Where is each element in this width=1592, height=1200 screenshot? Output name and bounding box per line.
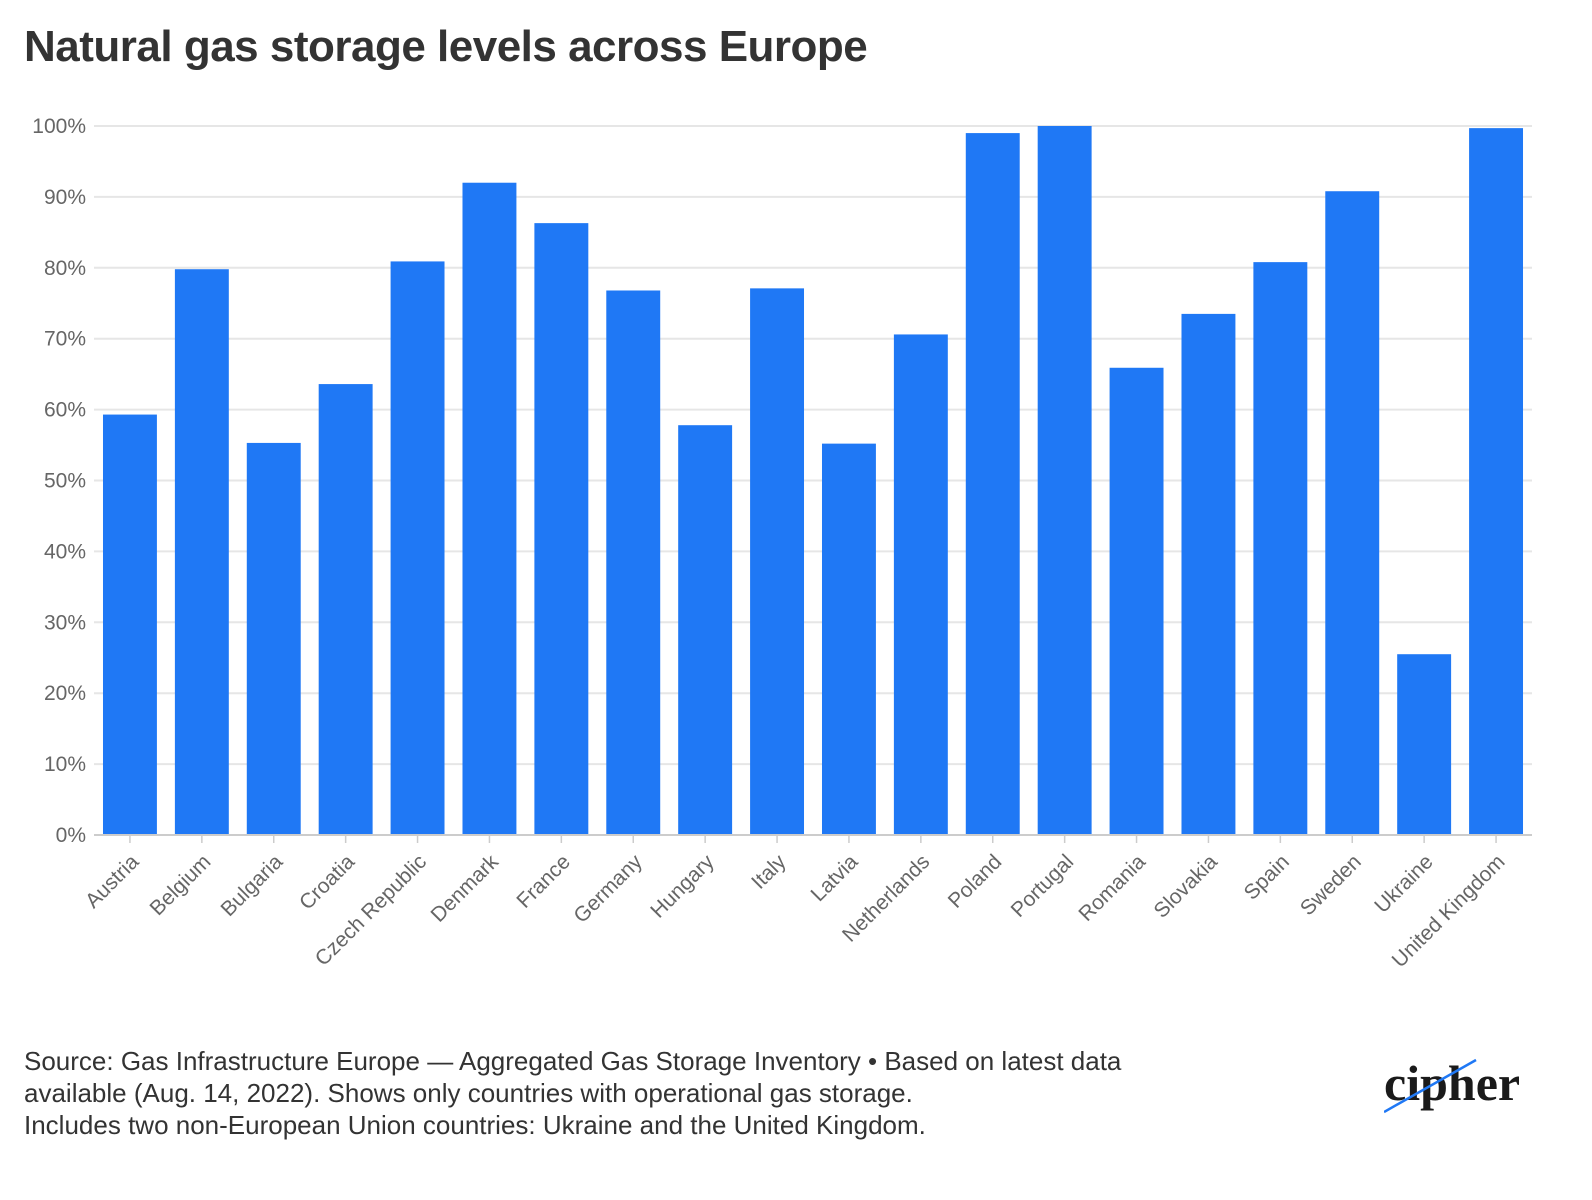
footnote-line: available (Aug. 14, 2022). Shows only co… [24, 1078, 913, 1108]
footnote-line: Source: Gas Infrastructure Europe — Aggr… [24, 1046, 1122, 1076]
bar-czech-republic [390, 261, 445, 835]
bar-austria [102, 414, 157, 835]
x-tick-label: Sweden [1296, 850, 1366, 920]
bar-spain [1253, 262, 1308, 835]
y-tick-label: 10% [44, 753, 86, 776]
logo-slash-mark [1384, 1058, 1477, 1114]
x-tick-label: Portugal [1007, 850, 1079, 922]
bar-germany [606, 290, 661, 835]
y-tick-label: 100% [32, 115, 86, 138]
y-tick-label: 0% [56, 824, 86, 847]
x-tick-label: Italy [747, 850, 791, 894]
y-tick-label: 40% [44, 540, 86, 563]
y-tick-label: 30% [44, 611, 86, 634]
y-tick-label: 80% [44, 257, 86, 280]
bar-slovakia [1181, 313, 1236, 835]
footnote-line: Includes two non-European Union countrie… [24, 1110, 926, 1140]
x-tick-label: Denmark [426, 850, 503, 927]
bar-hungary [678, 425, 733, 835]
y-tick-label: 50% [44, 470, 86, 493]
cipher-logo: cipher [1384, 1055, 1520, 1114]
x-tick-label: Germany [569, 850, 647, 928]
bar-netherlands [893, 334, 948, 835]
x-tick-label: Bulgaria [217, 850, 288, 921]
x-tick-label: Romania [1074, 850, 1150, 926]
x-tick-label: Austria [81, 850, 144, 913]
x-tick-label: Ukraine [1370, 850, 1437, 917]
bar-poland [965, 133, 1020, 836]
x-tick-label: Slovakia [1150, 850, 1223, 923]
chart-title: Natural gas storage levels across Europe [24, 22, 868, 71]
bar-latvia [821, 443, 876, 835]
bar-sweden [1325, 191, 1380, 835]
bar-ukraine [1397, 654, 1452, 835]
bars [102, 126, 1524, 836]
bar-belgium [174, 269, 229, 835]
x-tick-label: Hungary [646, 850, 719, 923]
x-tick-label: Latvia [807, 850, 863, 906]
source-footnote: Source: Gas Infrastructure Europe — Aggr… [24, 1045, 1364, 1141]
bar-denmark [462, 182, 517, 836]
x-tick-label: Belgium [145, 850, 215, 920]
bar-croatia [318, 384, 373, 835]
y-axis-ticks: 0% 10% 20% 30% 40% 50% 60% 70% 80% 90% 100% [32, 115, 86, 847]
x-tick-label: Croatia [295, 850, 359, 914]
bar-bulgaria [246, 442, 301, 835]
bar-romania [1109, 367, 1164, 835]
logo-wordmark: cipher [1384, 1055, 1520, 1111]
x-tick-label: Spain [1240, 850, 1294, 904]
x-tick-label: Poland [944, 850, 1007, 913]
bar-chart: 0% 10% 20% 30% 40% 50% 60% 70% 80% 90% 100% Austri… [32, 115, 1532, 972]
bar-portugal [1037, 126, 1092, 835]
x-tick-label: France [512, 850, 574, 912]
y-tick-label: 60% [44, 399, 86, 422]
gridlines [94, 125, 1532, 836]
bar-france [534, 223, 589, 835]
y-tick-label: 70% [44, 328, 86, 351]
y-tick-label: 90% [44, 186, 86, 209]
bar-united-kingdom [1469, 128, 1524, 835]
y-tick-label: 20% [44, 682, 86, 705]
bar-italy [750, 288, 805, 836]
